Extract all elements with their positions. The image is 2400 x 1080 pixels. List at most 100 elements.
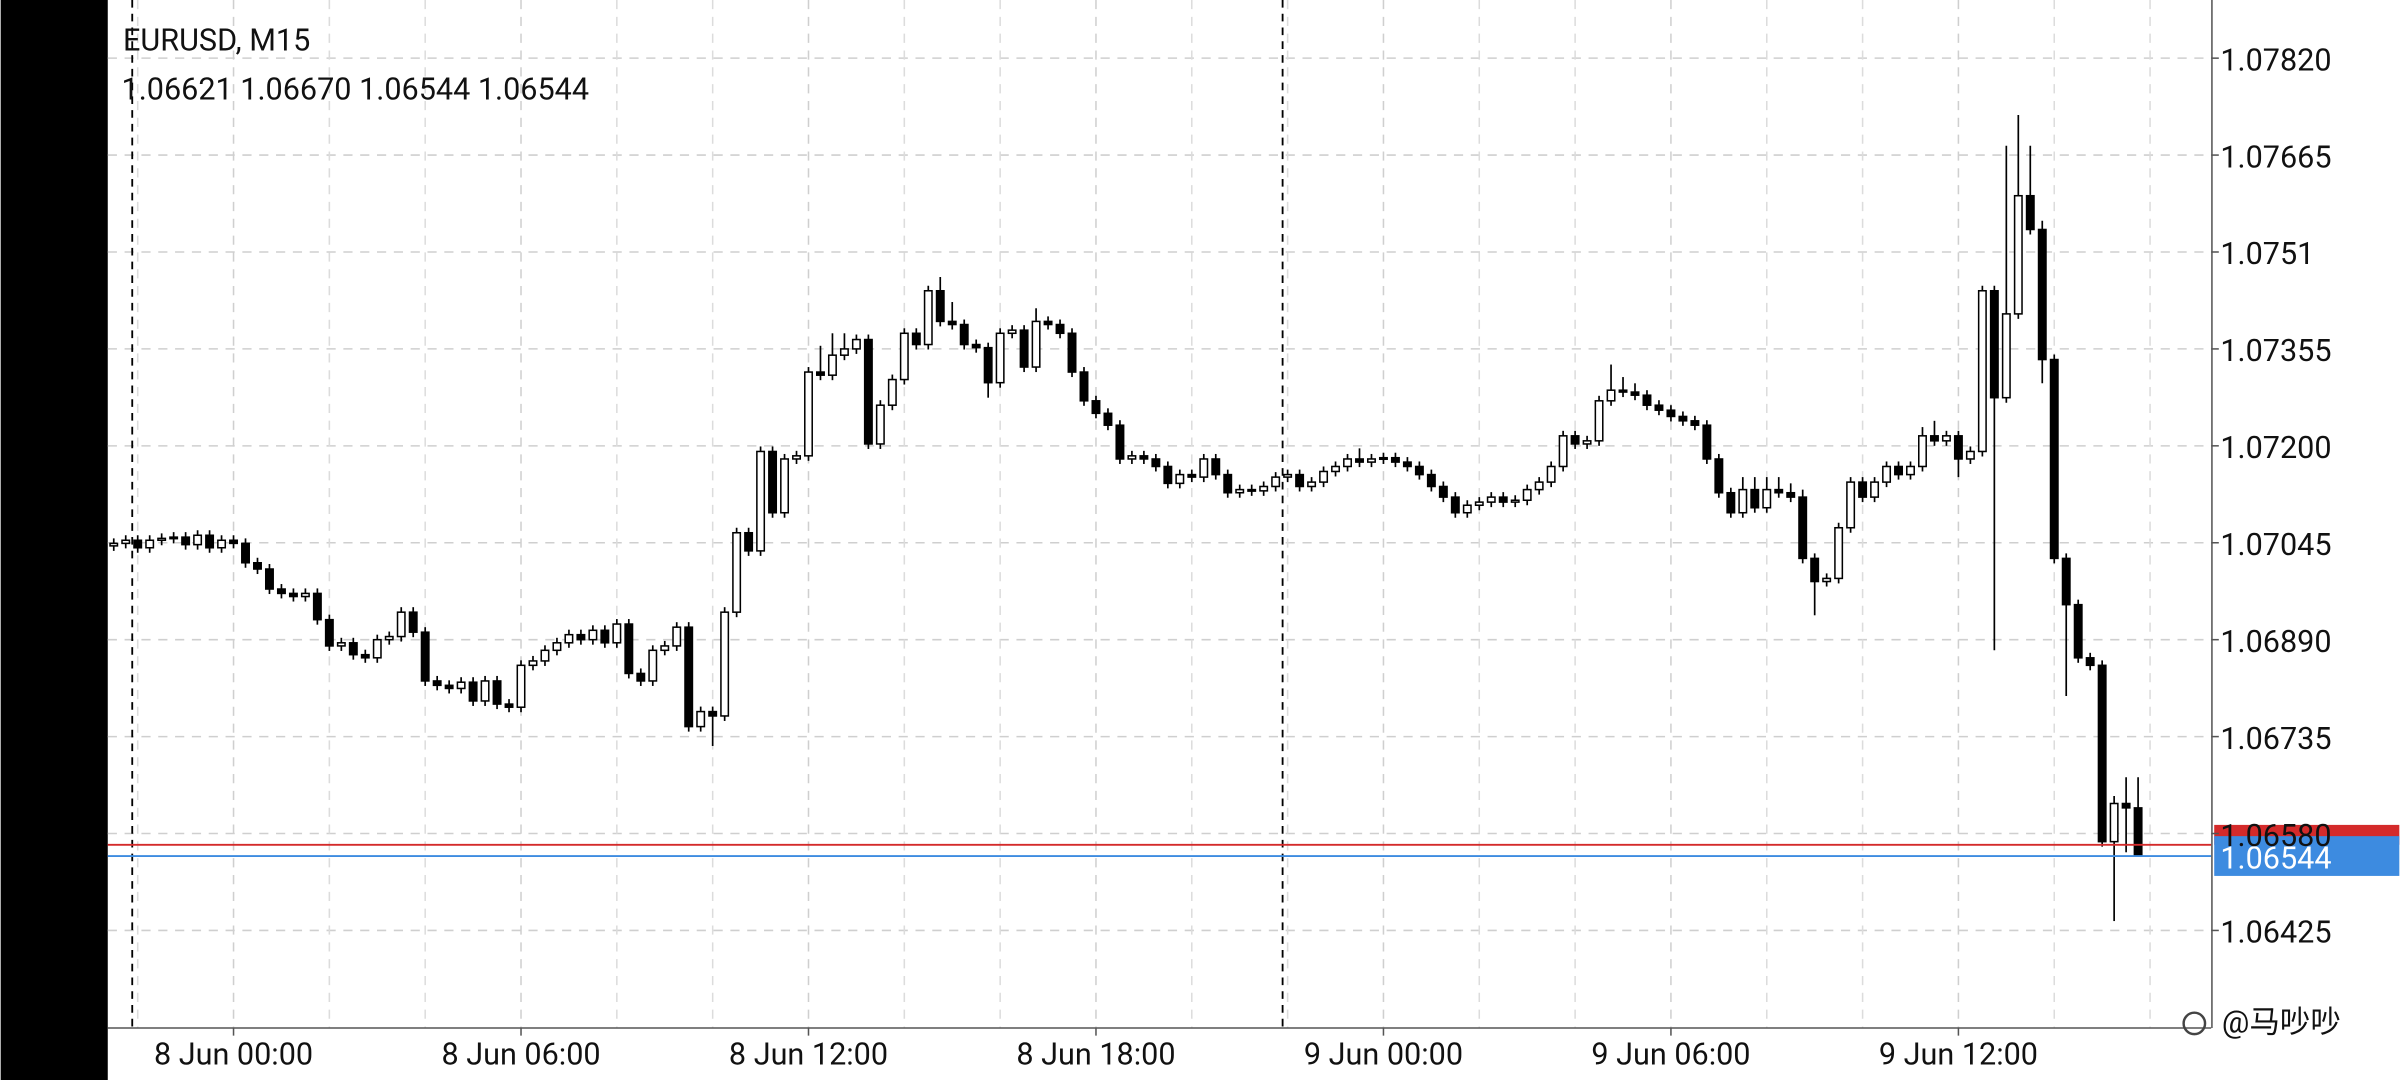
candle-body <box>384 635 394 641</box>
watermark-logo <box>2182 1011 2207 1036</box>
candle-body <box>1019 329 1029 368</box>
candle-body <box>2001 313 2011 399</box>
y-tick-label: 1.07665 <box>2220 140 2331 175</box>
watermark: @马吵吵 <box>2182 1006 2341 1041</box>
candle-body <box>528 660 538 667</box>
candle-body <box>2097 664 2107 843</box>
candle-body <box>732 531 742 613</box>
candle-body <box>1259 485 1269 492</box>
candle-body <box>564 633 574 644</box>
candle-body <box>288 592 298 598</box>
candle-body <box>1714 458 1724 494</box>
candle-body <box>264 568 274 590</box>
candle-body <box>1678 415 1688 422</box>
candle-body <box>839 348 849 356</box>
candle-body <box>1343 458 1353 468</box>
candle-body <box>875 404 885 445</box>
candle-body <box>624 623 634 675</box>
candle-body <box>432 680 442 687</box>
candle-body <box>1870 481 1880 498</box>
candle-body <box>1151 458 1161 468</box>
candle-body <box>923 289 933 346</box>
candle-body <box>1295 473 1305 488</box>
candle-body <box>1414 465 1424 476</box>
candle-body <box>959 323 969 346</box>
quote-close: 1.06544 <box>478 72 589 107</box>
candle-body <box>995 332 1005 384</box>
candle-body <box>2121 802 2131 809</box>
candle-body <box>1690 420 1700 426</box>
candle-body <box>205 534 215 549</box>
candle-body <box>229 539 239 545</box>
candle-body <box>1750 488 1760 509</box>
candle-body <box>1043 320 1053 326</box>
x-tick-label: 8 Jun 18:00 <box>1016 1038 1175 1073</box>
candle-body <box>145 539 155 549</box>
candle-body <box>708 710 718 717</box>
candle-body <box>1834 526 1844 580</box>
candle-body <box>2085 657 2095 667</box>
candle-body <box>1163 465 1173 485</box>
candle-body <box>2049 358 2059 560</box>
candle-body <box>1355 458 1364 463</box>
candle-body <box>2025 194 2035 231</box>
candle-body <box>1522 488 1532 502</box>
candle-body <box>1079 371 1089 402</box>
candle-body <box>1977 289 1987 453</box>
candle-body <box>1438 485 1448 498</box>
candle-body <box>2073 603 2083 659</box>
y-tick-label: 1.0751 <box>2220 237 2314 272</box>
candle-body <box>1738 488 1748 514</box>
candle-body <box>1367 458 1376 463</box>
candle-body <box>576 633 586 641</box>
candle-body <box>169 536 179 540</box>
candle-body <box>1247 488 1257 492</box>
candle-body <box>1127 455 1137 460</box>
candle-body <box>456 681 466 690</box>
overlay: 1.06544 <box>107 824 2400 876</box>
candle-body <box>1762 488 1772 509</box>
candle-body <box>1965 450 1975 460</box>
candle-body <box>1534 481 1544 491</box>
candle-body <box>1331 465 1341 473</box>
candle-body <box>1570 435 1580 445</box>
candle-body <box>1378 456 1388 461</box>
candle-body <box>1822 577 1832 583</box>
candle-body <box>1929 435 1939 442</box>
candle-body <box>1774 488 1784 494</box>
candle-body <box>516 664 526 708</box>
candle-body <box>983 346 993 384</box>
candle-body <box>1618 389 1628 393</box>
candle-body <box>1307 481 1317 488</box>
candle-body <box>696 710 706 728</box>
candle-body <box>636 672 646 682</box>
y-tick-label: 1.07355 <box>2220 334 2331 369</box>
candle-body <box>971 343 981 349</box>
candles <box>109 115 2143 922</box>
grid <box>107 0 2212 1028</box>
candle-body <box>121 539 131 545</box>
candle-body <box>1426 473 1436 488</box>
candle-body <box>420 631 430 682</box>
watermark-text: @马吵吵 <box>2222 1006 2341 1041</box>
y-tick-label: 1.07045 <box>2220 528 2331 563</box>
candle-body <box>1510 499 1520 503</box>
candle-body <box>911 332 921 346</box>
y-tick-label: 1.06580 <box>2220 819 2331 854</box>
candle-body <box>1211 458 1221 476</box>
candle-body <box>672 626 682 647</box>
x-tick-label: 8 Jun 12:00 <box>729 1038 888 1073</box>
candle-body <box>1486 496 1496 503</box>
candle-body <box>1702 424 1712 460</box>
candle-body <box>792 455 801 460</box>
candle-body <box>1846 481 1856 529</box>
candle-body <box>1283 473 1293 478</box>
candle-body <box>2109 802 2119 843</box>
candle-body <box>1798 496 1808 560</box>
candle-body <box>1091 400 1101 415</box>
y-tick-label: 1.07820 <box>2220 43 2331 78</box>
candle-body <box>396 611 406 638</box>
candle-body <box>1918 435 1927 468</box>
